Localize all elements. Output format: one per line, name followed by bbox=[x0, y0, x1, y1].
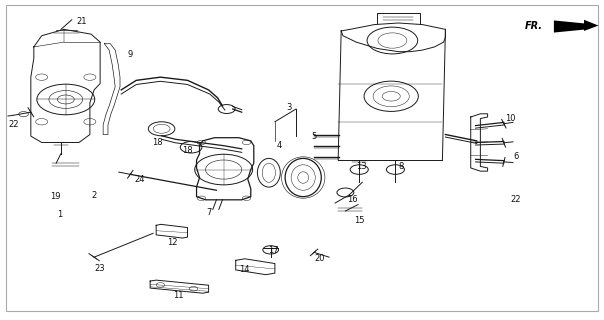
Text: 20: 20 bbox=[315, 254, 326, 263]
Text: 23: 23 bbox=[95, 264, 106, 273]
Text: 19: 19 bbox=[50, 192, 60, 201]
Text: 13: 13 bbox=[356, 162, 367, 171]
Text: 22: 22 bbox=[510, 195, 521, 204]
Text: 2: 2 bbox=[91, 190, 97, 200]
Text: FR.: FR. bbox=[525, 20, 543, 30]
Text: 8: 8 bbox=[399, 162, 404, 171]
Text: 22: 22 bbox=[8, 120, 19, 130]
Text: 14: 14 bbox=[240, 265, 250, 275]
Text: 24: 24 bbox=[134, 175, 144, 184]
Text: 18: 18 bbox=[152, 138, 162, 147]
Text: 3: 3 bbox=[286, 103, 292, 112]
Polygon shape bbox=[554, 20, 586, 33]
Text: 5: 5 bbox=[312, 132, 316, 140]
Text: 21: 21 bbox=[77, 17, 88, 26]
Polygon shape bbox=[584, 20, 599, 31]
Text: 1: 1 bbox=[57, 210, 62, 219]
Text: 6: 6 bbox=[513, 152, 519, 161]
Text: 17: 17 bbox=[268, 246, 278, 255]
Text: 10: 10 bbox=[505, 114, 515, 123]
Text: 18: 18 bbox=[182, 146, 193, 155]
Text: 9: 9 bbox=[127, 50, 133, 59]
Text: 4: 4 bbox=[277, 141, 281, 150]
Text: 7: 7 bbox=[206, 208, 211, 217]
Text: 16: 16 bbox=[347, 195, 358, 204]
Text: 15: 15 bbox=[354, 216, 364, 225]
Text: 11: 11 bbox=[173, 291, 184, 300]
Text: 12: 12 bbox=[167, 238, 178, 247]
